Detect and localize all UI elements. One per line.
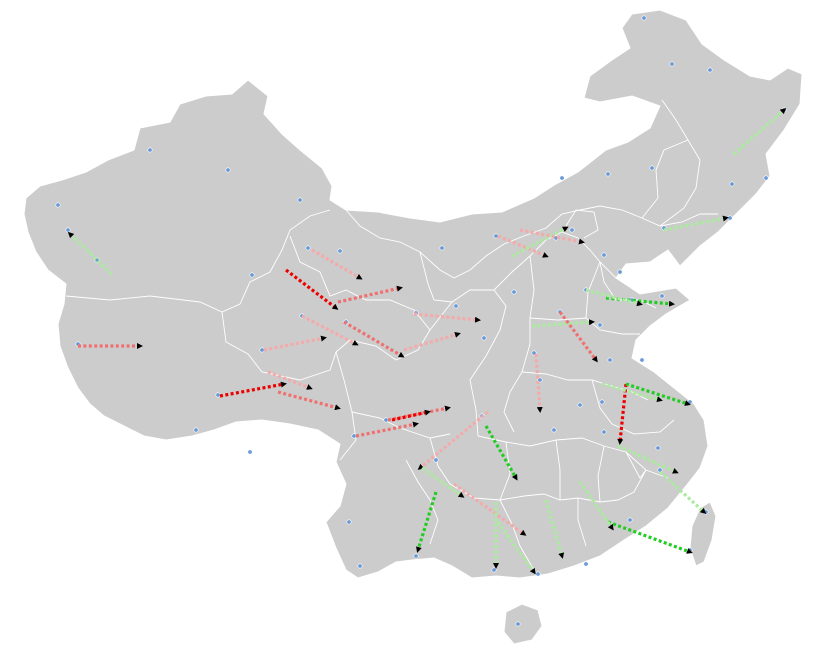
trend-arrow-qaidam-1 bbox=[263, 335, 327, 352]
trend-arrow-hohhot bbox=[497, 234, 549, 258]
trend-arrow-beijing-w bbox=[511, 226, 569, 258]
trend-arrow-sichuan-w-2 bbox=[417, 410, 490, 470]
taiwan-island bbox=[689, 501, 717, 567]
trend-arrows bbox=[67, 108, 787, 575]
hainan-island bbox=[503, 603, 543, 645]
trend-arrow-tibet-3 bbox=[355, 421, 419, 438]
trend-arrow-shanxi bbox=[531, 319, 595, 328]
trend-arrow-jiangsu bbox=[625, 382, 691, 406]
trend-arrow-anhui-1 bbox=[617, 383, 628, 445]
trend-arrow-jiangxi bbox=[578, 481, 614, 531]
trend-arrow-qaidam-3 bbox=[301, 314, 359, 346]
trend-arrow-gansu-2 bbox=[403, 331, 461, 352]
trend-arrow-yunnan-2 bbox=[421, 466, 465, 498]
trend-arrow-guizhou bbox=[453, 482, 527, 536]
trend-arrow-qaidam-2 bbox=[267, 370, 313, 390]
trend-arrow-fujian bbox=[658, 470, 707, 515]
trend-arrow-qinghai-1 bbox=[343, 320, 405, 358]
trend-arrow-shandong-w bbox=[558, 311, 598, 363]
trend-arrow-shandong-2 bbox=[585, 288, 643, 307]
provincial-borders bbox=[65, 99, 718, 571]
trend-arrow-taiwan bbox=[607, 520, 693, 554]
trend-arrow-heilongjiang bbox=[732, 108, 787, 156]
trend-arrow-guangdong bbox=[544, 499, 565, 559]
trend-arrow-henan bbox=[534, 353, 543, 413]
trend-arrow-hexi-1 bbox=[311, 248, 363, 280]
trend-arrow-sichuan-w-1 bbox=[391, 409, 431, 422]
trend-arrow-tibet-1 bbox=[219, 381, 287, 398]
trend-arrow-yunnan-1 bbox=[416, 491, 438, 553]
trend-arrow-hunan-w bbox=[484, 425, 518, 481]
trend-arrow-guangxi-2 bbox=[496, 521, 536, 575]
trend-arrow-qinghai-2 bbox=[387, 405, 451, 422]
trend-arrow-tarim-west bbox=[67, 231, 114, 276]
trend-arrow-jiangsu-2 bbox=[601, 382, 663, 403]
mainland-landmass bbox=[23, 9, 803, 579]
